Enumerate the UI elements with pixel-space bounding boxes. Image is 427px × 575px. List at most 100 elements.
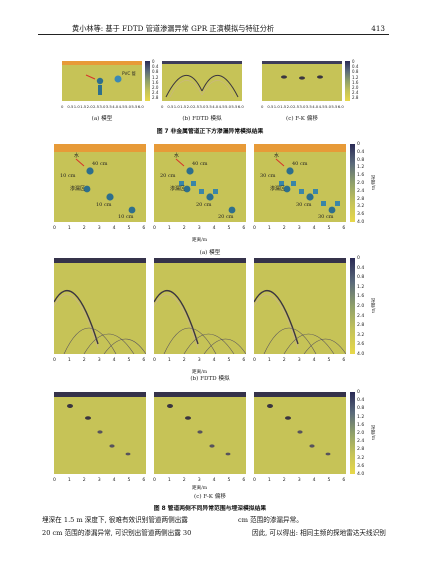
leak-zone: [321, 201, 326, 206]
fig7-x-tick: 5.0: [125, 104, 132, 109]
fig7-x-tick: 3.0: [299, 104, 306, 109]
fdtd-radargram: [254, 258, 346, 354]
fig7-x-tick: 3.0: [99, 104, 106, 109]
fig7-x-tick: 2.5: [193, 104, 200, 109]
fig8-x-tick: 4: [112, 226, 116, 231]
fig8-x-tick: 5: [227, 358, 231, 363]
fig7-depth-tick: 0.8: [152, 69, 159, 75]
fig8-x-tick: 4: [312, 226, 316, 231]
model-label: 10 cm: [118, 214, 134, 220]
fig8-model-panel: 水 40 cm 10 cm 渗漏区 10 cm 10 cm: [54, 144, 146, 222]
pipe-section: [228, 206, 236, 214]
fig8-fk-panel: [254, 392, 346, 474]
fig8-depth-tick: 1.2: [357, 165, 365, 171]
fig7-depth-tick: 1.6: [152, 79, 159, 85]
fig7-x-tick: 0: [161, 104, 164, 109]
fig7-x-tick: 0: [61, 104, 64, 109]
surface-layer: [54, 144, 146, 152]
leak-zone: [199, 189, 204, 194]
model-shapes: [75, 158, 136, 214]
fk-migration-image: [254, 392, 346, 456]
fig8-x-tick: 4: [212, 358, 216, 363]
body-left-line-2: 20 cm 范围的渗漏异常, 可识别出管道两侧出露 30: [42, 529, 192, 537]
fig8-depth-tick: 4.0: [357, 352, 365, 357]
fig7-x-tick: 3.5: [305, 104, 312, 109]
model-label: 水: [274, 153, 280, 159]
fig7-x-tick: 3.0: [199, 104, 206, 109]
fig8-depth-tick: 2.4: [357, 439, 365, 445]
fig7-sub-b: (b) FDTD 模拟: [182, 116, 222, 122]
fig7-sub-c: (c) F-K 偏移: [286, 116, 318, 122]
leak-zone: [179, 181, 184, 186]
fig8-depth-tick: 1.6: [357, 294, 365, 300]
fig8-x-tick: 0: [53, 478, 56, 483]
body-right-line-1: cm 范围的渗漏异常。: [238, 516, 303, 524]
fig8-fdtd-panel: [54, 258, 146, 354]
fig8-depth-tick: 0: [357, 142, 360, 147]
fig8-x-tick: 2: [82, 478, 86, 483]
fig8-depth-tick: 3.2: [357, 332, 365, 338]
fig8-depth-tick: 0.4: [357, 149, 365, 155]
water-arrow: [275, 158, 285, 167]
fig8-x-tick: 2: [282, 478, 286, 483]
fig7-x-tick: 4.5: [218, 104, 225, 109]
fig7-x-tick: 6.0: [337, 104, 344, 109]
model-shapes: [175, 158, 236, 214]
model-label: 10 cm: [96, 202, 112, 208]
fig7-depth-tick: 1.6: [352, 79, 359, 85]
fig8-x-label: 距离/m: [192, 238, 208, 243]
fig8-depth-tick: 0.8: [357, 157, 365, 163]
fig8-depth-tick: 3.6: [357, 342, 365, 348]
surface-layer: [254, 144, 346, 152]
fig8-x-tick: 5: [327, 358, 331, 363]
model-label: 30 cm: [318, 214, 334, 220]
leak-zone: [299, 189, 304, 194]
fig8-x-tick: 2: [82, 358, 86, 363]
fig8-x-tick: 3: [297, 226, 301, 231]
fig8-x-tick: 0: [53, 226, 56, 231]
pipe-section: [86, 167, 94, 175]
fig7-fdtd-panel: [162, 61, 242, 101]
fig8-depth-tick: 0.8: [357, 275, 365, 281]
water-arrow: [75, 158, 85, 167]
fig8-x-tick: 2: [182, 478, 186, 483]
fig8-x-tick: 2: [182, 358, 186, 363]
fig7-x-tick: 2.0: [86, 104, 93, 109]
fig8-x-tick: 6: [242, 478, 246, 483]
fig7-depth-tick: 0.8: [352, 69, 359, 75]
pipe-section: [128, 206, 136, 214]
fig7-caption: 图 7 非金属管道正下方渗漏异常模拟结果: [156, 129, 264, 135]
model-shapes: [275, 158, 340, 214]
fig7-x-tick: 2.5: [293, 104, 300, 109]
fig8-depth-tick: 1.2: [357, 414, 365, 420]
pipe-section: [306, 193, 314, 201]
fig7-colorbar: [145, 61, 150, 101]
model-label: 20 cm: [196, 202, 212, 208]
fig8-depth-tick: 0: [357, 390, 360, 395]
fig8-x-tick: 4: [112, 358, 116, 363]
running-header-title: 黄小林等: 基于 FDTD 管道渗漏异常 GPR 正演模拟与特征分析: [72, 24, 275, 33]
fdtd-radargram: [154, 258, 246, 354]
model-label: 渗漏区: [70, 186, 86, 192]
fig8-x-tick: 2: [282, 226, 286, 231]
model-label: 40 cm: [192, 161, 208, 167]
fig7-x-tick: 1.5: [180, 104, 187, 109]
fig7-depth-tick: 0.4: [152, 64, 159, 70]
fig7-x-tick: 4.0: [212, 104, 219, 109]
fig7-depth-tick: 2.0: [352, 85, 359, 90]
fig8-x-label: 距离/m: [192, 486, 208, 491]
fig7-x-tick: 5.5: [231, 104, 238, 109]
model-label: 40 cm: [92, 161, 108, 167]
fig8-x-tick: 6: [142, 226, 146, 231]
fig8-depth-tick: 4.0: [357, 220, 365, 225]
leak-zone: [313, 189, 318, 194]
fig8-x-tick: 5: [227, 478, 231, 483]
fig8-depth-tick: 1.2: [357, 284, 365, 290]
fig7-x-tick: 1.0: [173, 104, 180, 109]
fig8-fk-panel: [154, 392, 246, 474]
fig8-x-tick: 2: [182, 226, 186, 231]
fig8-x-tick: 6: [142, 358, 146, 363]
body-right-line-2: 因此, 可以得出: 相同主频的探地雷达天线识别: [252, 529, 386, 537]
fig8-x-tick: 0: [153, 226, 156, 231]
fig8-x-tick: 6: [342, 358, 346, 363]
